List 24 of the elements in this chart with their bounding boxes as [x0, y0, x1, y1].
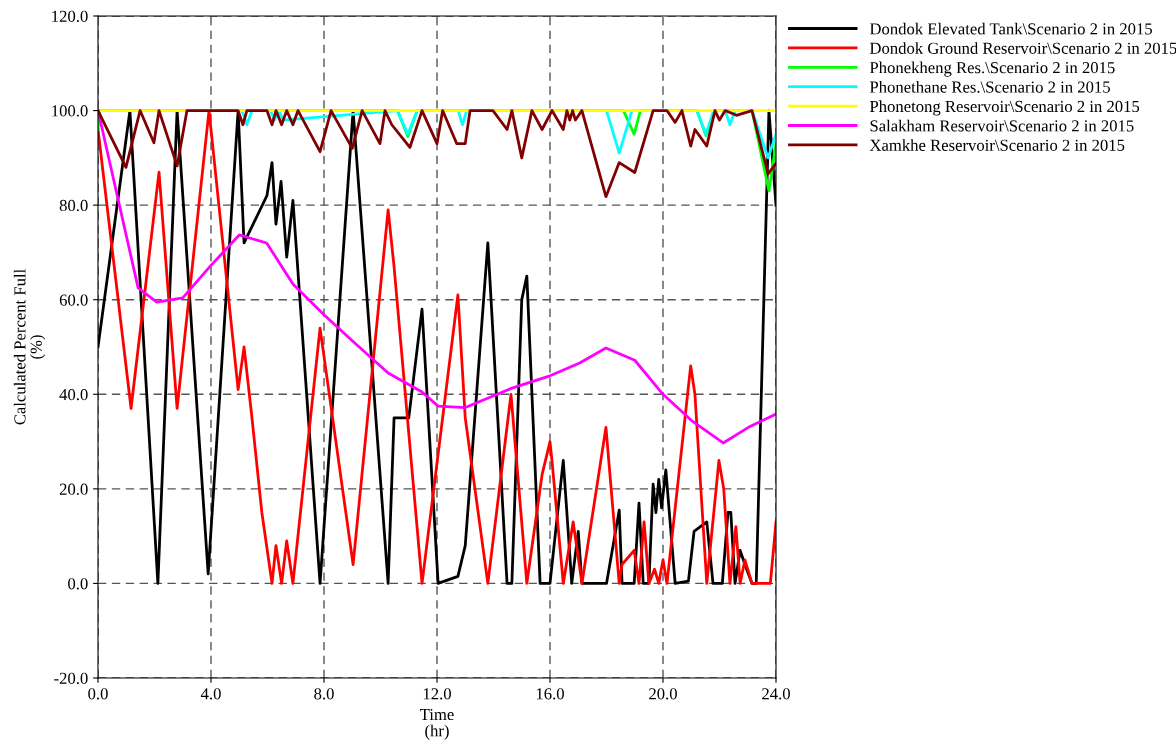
x-tick-label: 20.0	[649, 688, 677, 700]
legend-label: Salakham Reservoir\Scenario 2 in 2015	[870, 119, 1134, 132]
legend-label: Phonekheng Res.\Scenario 2 in 2015	[869, 61, 1115, 77]
x-axis-title: Time (hr)	[420, 708, 454, 740]
legend-label: Phonetong Reservoir\Scenario 2 in 2015	[869, 100, 1140, 116]
y-tick-label: 80.0	[59, 199, 88, 212]
y-axis-title: Calculated Percent Full (%)	[13, 269, 46, 425]
y-tick-label: 40.0	[59, 388, 88, 401]
y-tick-label: -20.0	[54, 672, 88, 685]
y-tick-label: 120.0	[52, 10, 88, 23]
legend-label: Dondok Ground Reservoir\Scenario 2 in 2015	[869, 42, 1176, 54]
y-tick-label: 100.0	[52, 105, 88, 117]
y-tick-label: 20.0	[59, 483, 88, 495]
legend-label: Dondok Elevated Tank\Scenario 2 in 2015	[869, 22, 1152, 35]
y-tick-label: 60.0	[59, 294, 88, 306]
x-tick-label: 16.0	[536, 688, 564, 700]
x-tick-label: 12.0	[423, 688, 451, 700]
x-tick-label: 24.0	[762, 688, 790, 700]
legend-label: Phonethane Res.\Scenario 2 in 2015	[869, 80, 1110, 93]
x-tick-label: 4.0	[200, 688, 221, 700]
x-tick-label: 8.0	[314, 688, 334, 700]
legend-label: Xamkhe Reservoir\Scenario 2 in 2015	[869, 139, 1125, 151]
y-tick-label: 0.0	[68, 578, 88, 590]
x-tick-label: 0.0	[88, 688, 108, 700]
